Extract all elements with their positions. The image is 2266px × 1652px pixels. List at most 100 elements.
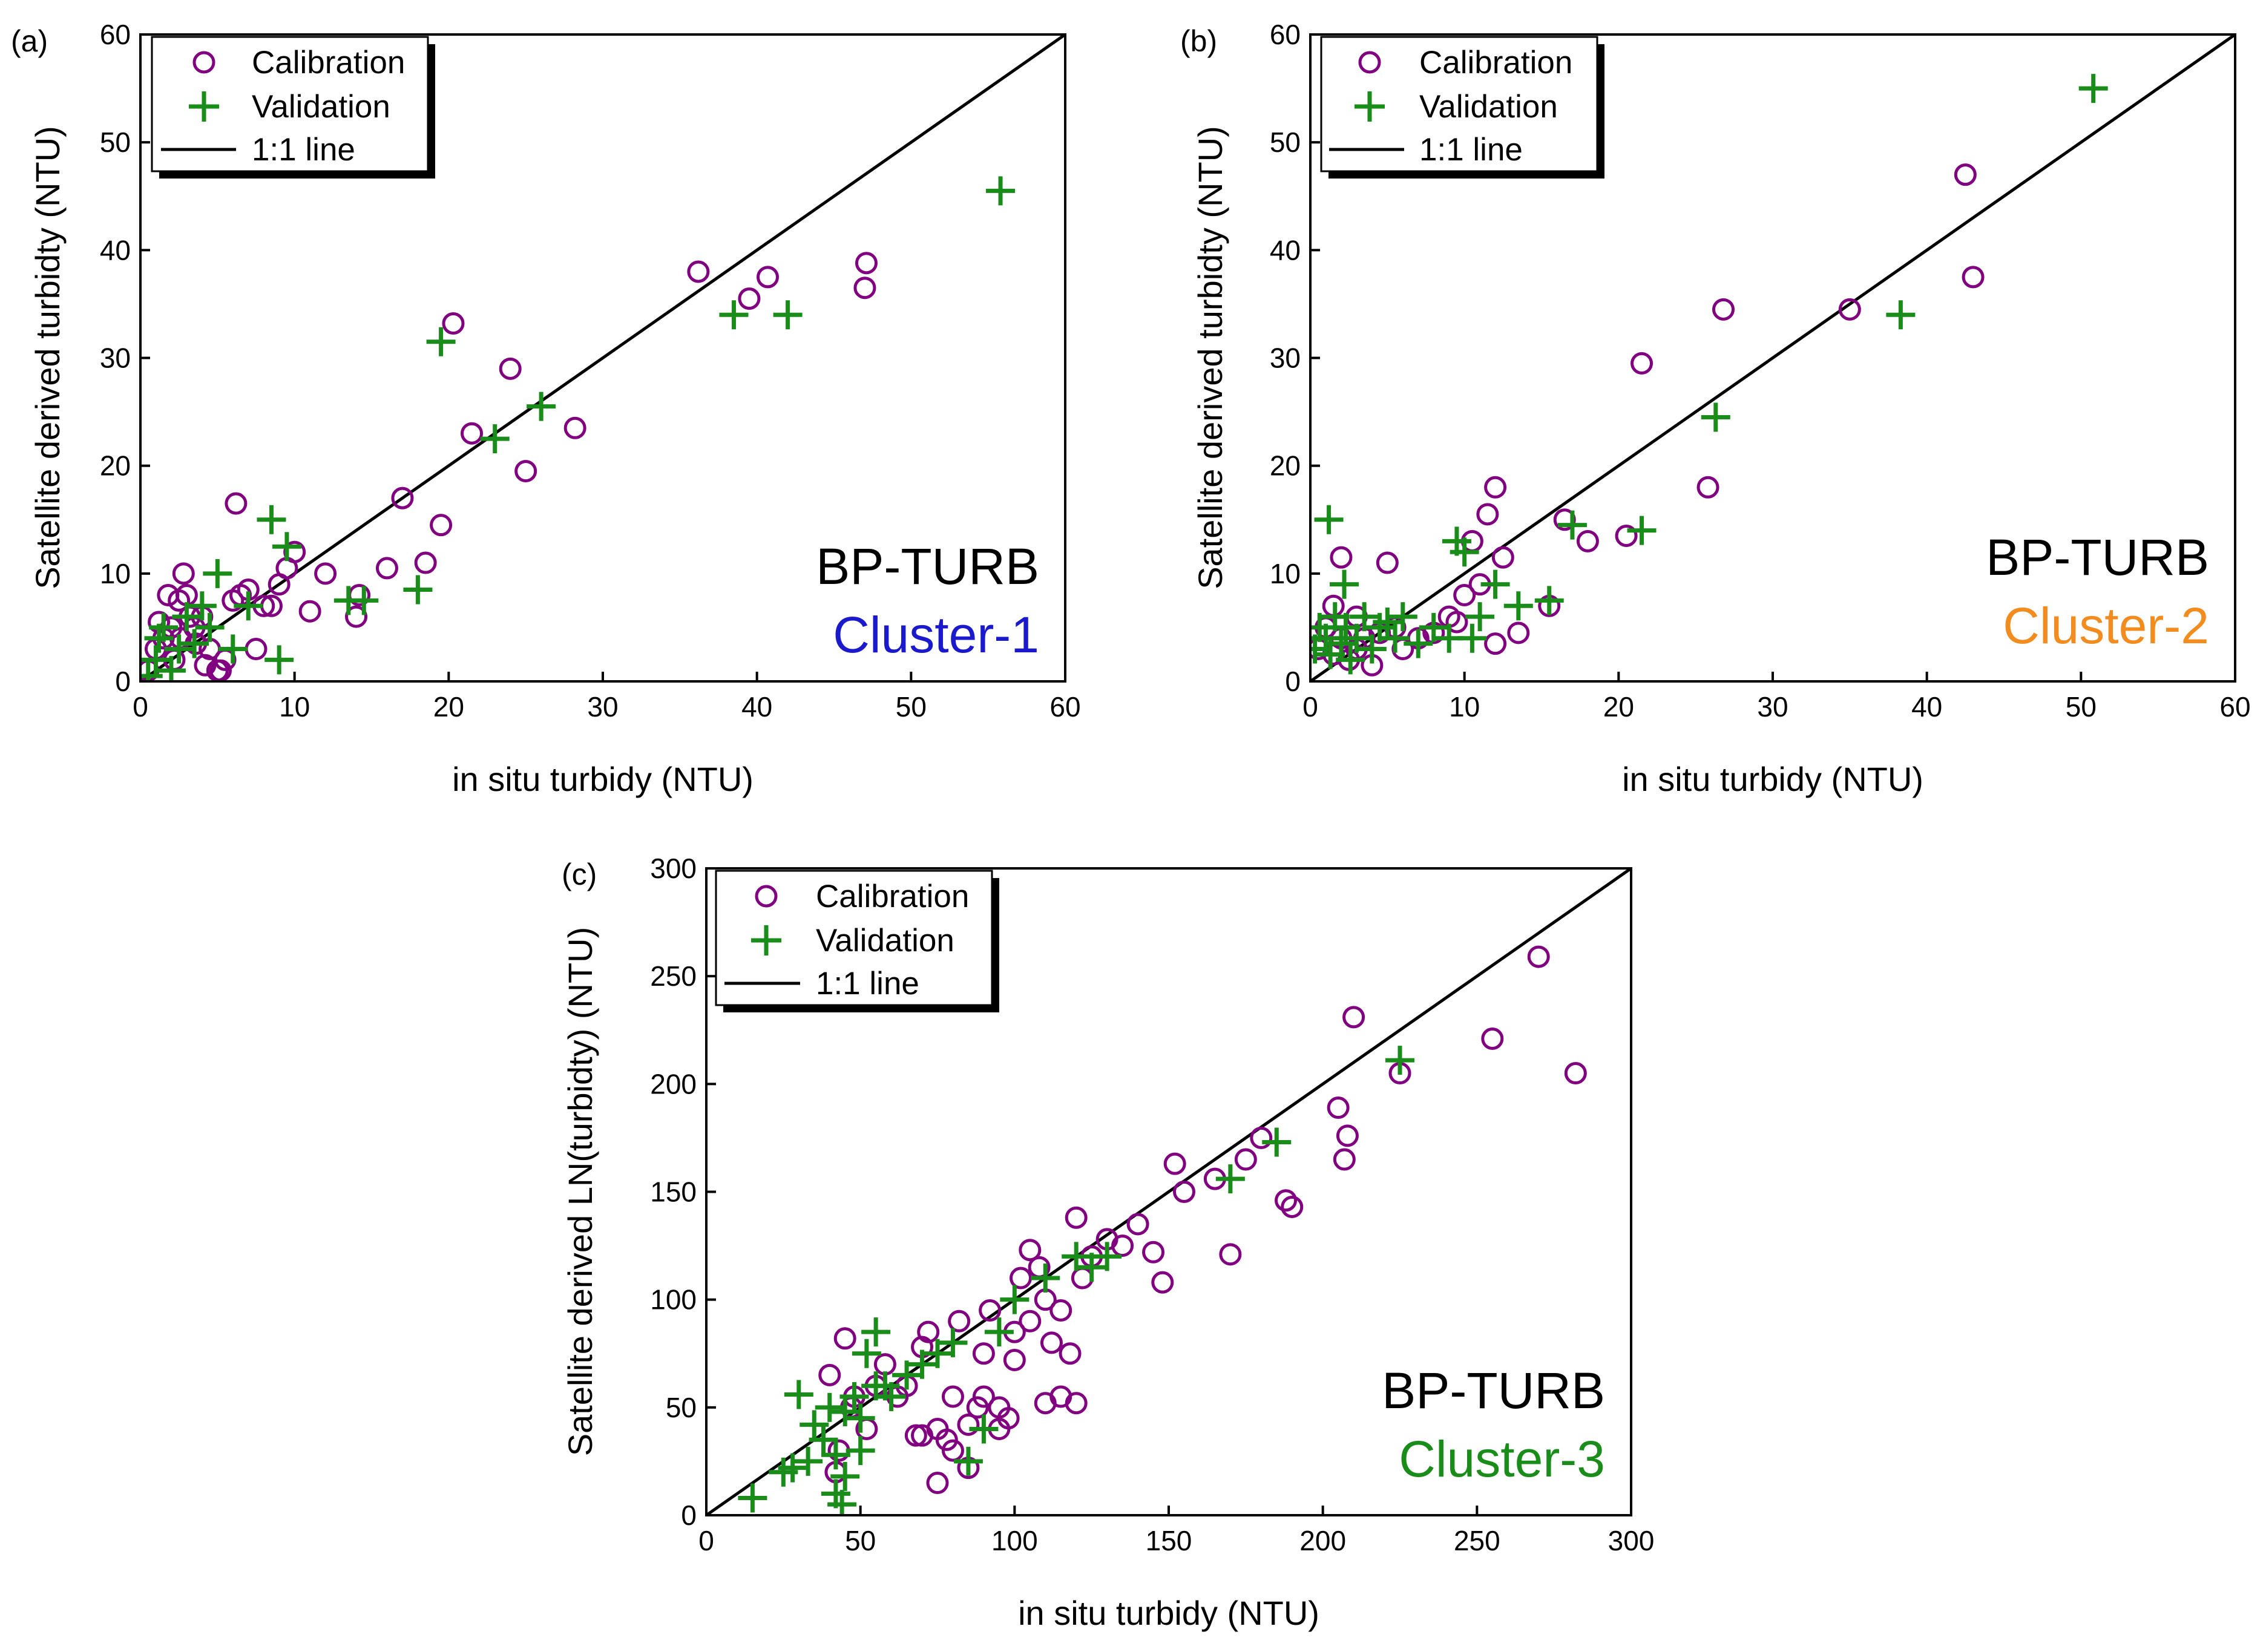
y-tick-label-a: 60 xyxy=(100,19,131,50)
validation-point xyxy=(1000,1285,1030,1314)
calibration-point xyxy=(1019,1239,1042,1262)
calibration-point xyxy=(1330,546,1353,569)
y-axis-label-b: Satellite derived turbidty (NTU) xyxy=(1191,126,1229,589)
validation-point xyxy=(1534,586,1564,615)
y-tick-label-b: 0 xyxy=(1285,666,1301,697)
validation-point xyxy=(793,1446,823,1476)
validation-point xyxy=(821,1440,850,1470)
x-tick-label-a: 60 xyxy=(1049,691,1080,723)
x-tick-label-c: 250 xyxy=(1454,1525,1500,1556)
validation-point xyxy=(852,1339,881,1368)
validation-point xyxy=(426,327,456,356)
legend-b: Calibration Validation 1:1 line xyxy=(1320,36,1604,179)
calibration-point xyxy=(827,1439,850,1462)
calibration-point xyxy=(1126,1213,1149,1236)
calibration-point xyxy=(345,605,368,628)
validation-point xyxy=(172,602,202,632)
validation-point xyxy=(809,1425,838,1455)
calibration-point xyxy=(911,1424,934,1447)
calibration-point xyxy=(855,252,878,275)
cluster-label-a: Cluster-1 xyxy=(833,606,1039,663)
y-axis-label-a: Satellite derived turbidty (NTU) xyxy=(28,126,67,589)
validation-point xyxy=(1311,623,1341,653)
validation-point xyxy=(1062,1242,1091,1271)
validation-point xyxy=(907,1349,937,1379)
y-tick-label-a: 10 xyxy=(100,558,131,589)
validation-point xyxy=(1701,402,1730,432)
x-tick-label-c: 50 xyxy=(845,1525,876,1556)
validation-point xyxy=(846,1436,875,1466)
calibration-point xyxy=(1453,583,1476,606)
x-tick-label-a: 50 xyxy=(896,691,927,723)
validation-point xyxy=(876,1382,906,1412)
calibration-point xyxy=(935,1428,958,1451)
calibration-point xyxy=(1342,1006,1365,1029)
calibration-point xyxy=(1576,529,1599,552)
validation-point xyxy=(1031,1264,1060,1293)
calibration-point xyxy=(853,277,876,300)
calibration-point xyxy=(687,260,710,283)
validation-point xyxy=(1336,645,1365,675)
calibration-point xyxy=(1962,266,1985,289)
legend-box-b xyxy=(1320,36,1598,172)
x-tick-label-c: 200 xyxy=(1299,1525,1346,1556)
x-tick-label-a: 10 xyxy=(279,691,310,723)
calibration-point xyxy=(1336,1124,1359,1147)
calibration-point xyxy=(873,1353,896,1376)
validation-point xyxy=(839,1382,869,1412)
validation-point xyxy=(1373,608,1402,637)
validation-point xyxy=(800,1410,829,1440)
calibration-point xyxy=(917,1320,940,1343)
legend-validation-label-a: Validation xyxy=(252,89,390,125)
x-tick-label-c: 300 xyxy=(1608,1525,1655,1556)
validation-point xyxy=(1385,1046,1414,1075)
calibration-point xyxy=(1010,1267,1033,1290)
calibration-point xyxy=(1615,524,1638,547)
validation-point xyxy=(1314,505,1344,534)
calibration-point xyxy=(1484,476,1507,499)
validation-point xyxy=(144,623,174,653)
calibration-point xyxy=(948,1309,971,1332)
calibration-point xyxy=(499,357,522,380)
calibration-point xyxy=(194,654,217,677)
validation-point xyxy=(1330,569,1359,599)
y-tick-label-c: 150 xyxy=(650,1176,697,1208)
validation-point xyxy=(203,559,232,588)
calibration-point xyxy=(941,1385,964,1408)
validation-point xyxy=(1357,634,1387,664)
validation-point xyxy=(1457,623,1487,653)
calibration-points-b xyxy=(1309,163,1985,677)
x-axis-label-b: in situ turbidy (NTU) xyxy=(1622,760,1923,798)
x-axis-label-a: in situ turbidy (NTU) xyxy=(452,760,754,798)
y-axis-label-c: Satellite derived LN(turbidty) (NTU) xyxy=(561,927,599,1456)
calibration-point xyxy=(1507,621,1530,644)
calibration-point xyxy=(1019,1309,1042,1332)
validation-point xyxy=(1419,612,1448,642)
legend-validation-label-b: Validation xyxy=(1419,89,1558,125)
panel-label-c: (c) xyxy=(562,857,597,891)
calibration-point xyxy=(1631,352,1654,375)
calibration-point xyxy=(1333,1148,1356,1171)
calibration-point xyxy=(833,1327,856,1350)
y-tick-label-c: 250 xyxy=(650,960,697,992)
calibration-point xyxy=(1151,1271,1174,1294)
y-tick-label-b: 40 xyxy=(1270,234,1301,266)
legend-validation-marker-b xyxy=(1355,91,1385,122)
validation-point xyxy=(719,300,749,330)
calibration-point xyxy=(904,1424,927,1447)
x-tick-label-c: 0 xyxy=(698,1525,714,1556)
validation-point xyxy=(1627,516,1657,545)
validation-point xyxy=(984,1317,1014,1347)
calibration-point xyxy=(1250,1126,1273,1149)
calibration-point xyxy=(1491,546,1514,569)
calibration-point xyxy=(414,551,437,574)
x-tick-label-a: 20 xyxy=(433,691,464,723)
panel-label-b: (b) xyxy=(1180,24,1217,58)
calibration-point xyxy=(756,266,779,289)
legend-calibration-marker-c xyxy=(755,885,778,908)
validation-point xyxy=(180,629,209,658)
scatter-layer-c xyxy=(705,867,1632,1516)
calibration-point xyxy=(1954,163,1977,186)
calibration-point xyxy=(957,1413,980,1436)
calibration-point xyxy=(1445,611,1468,634)
